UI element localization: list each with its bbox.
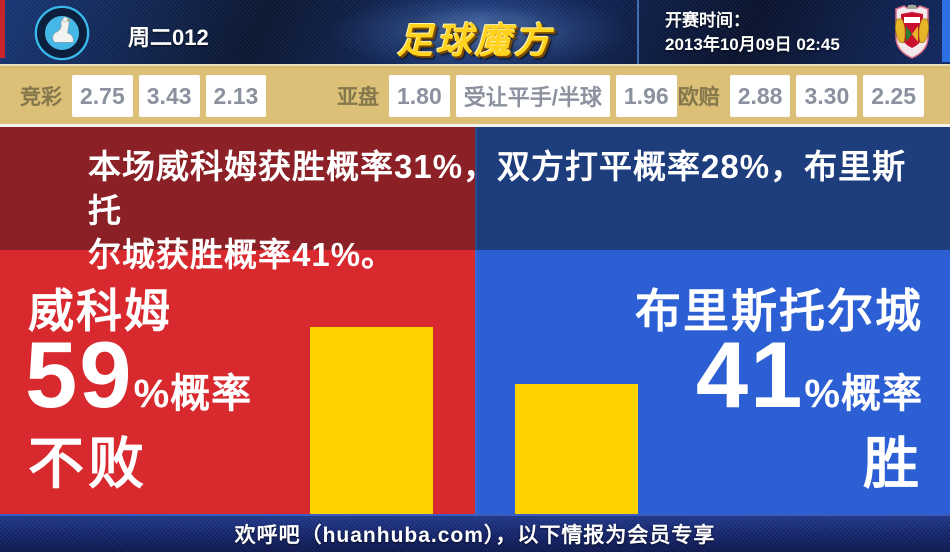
yapan-odds-group: 亚盘 1.80 受让平手/半球 1.96 [337,68,677,124]
wycombe-wanderers-crest-icon [34,5,90,61]
away-probability-bar [515,384,638,514]
left-edge-accent [0,0,5,58]
jingcai-draw-odds: 3.43 [138,75,200,117]
yapan-home-odds: 1.80 [389,75,450,117]
oupei-home-odds: 2.88 [729,75,791,117]
bristol-city-crest-icon [895,4,929,59]
oupei-label: 欧赔 [677,86,720,109]
footer-text: 欢呼吧（huanhuba.com），以下情报为会员专享 [234,524,716,547]
oupei-away-odds: 2.25 [863,75,924,117]
jingcai-away-odds: 2.13 [205,75,267,117]
home-team-crest [34,5,90,61]
kickoff-datetime: 2013年10月09日 02:45 [665,35,840,54]
site-logo: 足球魔方 [396,20,553,61]
jingcai-home-odds: 2.75 [72,75,133,117]
away-dark-band [475,127,950,250]
logo-glow [330,0,630,74]
header-bar: 周二012 足球魔方 开赛时间： 2013年10月09日 02:45 [0,0,950,74]
away-percent-value: 41 [695,322,805,427]
away-percent-suffix: %概率 [804,372,923,416]
away-probability: 41 %概率 [695,322,923,427]
summary-line1: 本场威科姆获胜概率31%，双方打平概率28%，布里斯托 [88,148,907,229]
home-percent-suffix: %概率 [133,372,253,416]
yapan-handicap: 受让平手/半球 [455,75,610,117]
analysis-area: 本场威科姆获胜概率31%，双方打平概率28%，布里斯托 尔城获胜概率41%。 威… [0,127,950,514]
away-outcome: 胜 [863,432,923,495]
away-team-name: 布里斯托尔城 [635,285,923,337]
header-separator [0,64,950,68]
kickoff-label: 开赛时间： [665,11,750,30]
match-code: 周二012 [128,25,209,50]
probability-summary: 本场威科姆获胜概率31%，双方打平概率28%，布里斯托 尔城获胜概率41%。 [88,145,918,277]
right-edge-accent [942,0,950,62]
home-probability: 59 %概率 [25,322,253,427]
home-dark-band [0,127,475,250]
yapan-away-odds: 1.96 [615,75,677,117]
odds-separator [0,124,950,127]
home-team-name: 威科姆 [28,285,172,337]
summary-line2: 尔城获胜概率41%。 [88,236,396,273]
header-divider [637,0,639,64]
jingcai-odds-group: 竞彩 2.75 3.43 2.13 [20,68,267,124]
odds-bar: 竞彩 2.75 3.43 2.13 亚盘 1.80 受让平手/半球 1.96 欧… [0,68,950,124]
footer-bar: 欢呼吧（huanhuba.com），以下情报为会员专享 [0,514,950,552]
away-team-crest [888,3,936,61]
jingcai-label: 竞彩 [20,86,62,109]
oupei-odds-group: 欧赔 2.88 3.30 2.25 [678,68,924,124]
kickoff-time-block: 开赛时间： 2013年10月09日 02:45 [665,9,840,57]
yapan-label: 亚盘 [337,86,379,109]
home-percent-value: 59 [25,322,134,427]
home-outcome: 不败 [28,432,148,495]
oupei-draw-odds: 3.30 [796,75,858,117]
home-probability-bar [310,327,433,514]
